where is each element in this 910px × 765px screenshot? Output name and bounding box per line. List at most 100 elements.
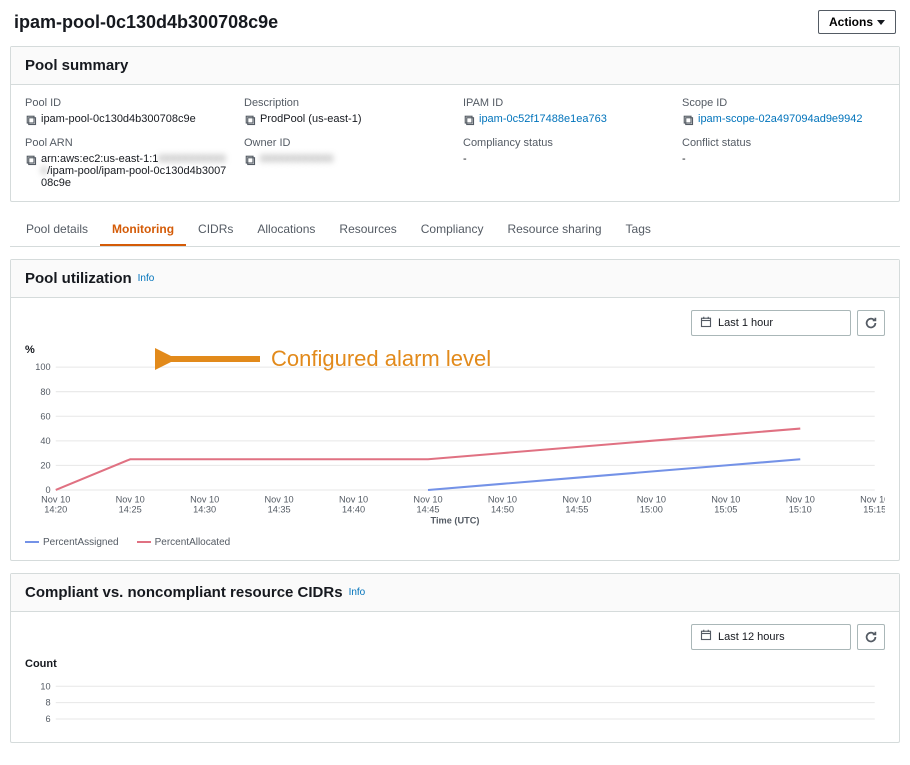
field-pool-arn: Pool ARN arn:aws:ec2:us-east-1:100000000… [25, 137, 228, 189]
svg-text:80: 80 [40, 387, 50, 397]
refresh-button[interactable] [857, 310, 885, 336]
svg-text:40: 40 [40, 436, 50, 446]
page-title: ipam-pool-0c130d4b300708c9e [14, 12, 278, 33]
time-range-select[interactable]: Last 1 hour [691, 310, 851, 336]
tab-resource-sharing[interactable]: Resource sharing [495, 214, 613, 246]
svg-text:Nov 10: Nov 10 [786, 494, 815, 504]
legend-swatch [25, 541, 39, 543]
svg-text:Nov 10: Nov 10 [711, 494, 740, 504]
tab-compliancy[interactable]: Compliancy [409, 214, 496, 246]
field-label: Scope ID [682, 97, 885, 109]
time-range-label: Last 12 hours [718, 631, 785, 643]
field-owner-id: Owner ID 000000000000 [244, 137, 447, 189]
svg-text:Nov 10: Nov 10 [637, 494, 666, 504]
svg-text:60: 60 [40, 411, 50, 421]
svg-text:20: 20 [40, 460, 50, 470]
field-label: Conflict status [682, 137, 885, 149]
svg-text:Time (UTC): Time (UTC) [431, 516, 480, 526]
copy-icon[interactable] [25, 113, 37, 129]
field-value-redacted: 000000000000 [260, 153, 333, 165]
field-pool-id: Pool ID ipam-pool-0c130d4b300708c9e [25, 97, 228, 129]
tab-tags[interactable]: Tags [614, 214, 663, 246]
field-label: Compliancy status [463, 137, 666, 149]
tab-pool-details[interactable]: Pool details [14, 214, 100, 246]
svg-text:Nov 10: Nov 10 [562, 494, 591, 504]
panel-title: Pool utilization [25, 270, 132, 287]
copy-icon[interactable] [244, 113, 256, 129]
time-range-label: Last 1 hour [718, 317, 773, 329]
svg-text:14:50: 14:50 [491, 504, 514, 514]
svg-text:15:05: 15:05 [714, 504, 737, 514]
field-scope-id: Scope ID ipam-scope-02a497094ad9e9942 [682, 97, 885, 129]
copy-icon[interactable] [25, 153, 37, 169]
svg-text:15:10: 15:10 [789, 504, 812, 514]
calendar-icon [700, 316, 712, 331]
svg-text:15:15: 15:15 [863, 504, 885, 514]
svg-text:Nov 10: Nov 10 [265, 494, 294, 504]
field-value: arn:aws:ec2:us-east-1:1000000000000/ipam… [41, 153, 228, 189]
field-description: Description ProdPool (us-east-1) [244, 97, 447, 129]
svg-text:10: 10 [40, 681, 50, 691]
svg-text:6: 6 [45, 714, 50, 724]
field-label: IPAM ID [463, 97, 666, 109]
refresh-button[interactable] [857, 624, 885, 650]
svg-text:Nov 10: Nov 10 [190, 494, 219, 504]
svg-text:Nov 10: Nov 10 [860, 494, 885, 504]
time-range-select[interactable]: Last 12 hours [691, 624, 851, 650]
svg-text:100: 100 [35, 362, 50, 372]
field-value: - [682, 153, 686, 165]
tab-cidrs[interactable]: CIDRs [186, 214, 245, 246]
copy-icon[interactable] [463, 113, 475, 129]
svg-text:Nov 10: Nov 10 [116, 494, 145, 504]
copy-icon[interactable] [244, 153, 256, 169]
field-label: Owner ID [244, 137, 447, 149]
actions-label: Actions [829, 15, 873, 29]
panel-title: Compliant vs. noncompliant resource CIDR… [25, 584, 343, 601]
tab-allocations[interactable]: Allocations [245, 214, 327, 246]
field-value: ipam-pool-0c130d4b300708c9e [41, 113, 196, 125]
copy-icon[interactable] [682, 113, 694, 129]
compliant-panel: Compliant vs. noncompliant resource CIDR… [10, 573, 900, 743]
tab-resources[interactable]: Resources [327, 214, 408, 246]
field-value: - [463, 153, 467, 165]
chevron-down-icon [877, 20, 885, 25]
calendar-icon [700, 629, 712, 644]
tab-monitoring[interactable]: Monitoring [100, 214, 186, 246]
svg-text:14:40: 14:40 [342, 504, 365, 514]
field-conflict-status: Conflict status - [682, 137, 885, 189]
svg-text:Nov 10: Nov 10 [413, 494, 442, 504]
ipam-id-link[interactable]: ipam-0c52f17488e1ea763 [479, 113, 607, 125]
svg-text:8: 8 [45, 697, 50, 707]
field-label: Pool ARN [25, 137, 228, 149]
pool-summary-header: Pool summary [11, 47, 899, 85]
actions-button[interactable]: Actions [818, 10, 896, 34]
legend-swatch [137, 541, 151, 543]
legend-label: PercentAllocated [155, 537, 231, 548]
field-label: Pool ID [25, 97, 228, 109]
svg-text:14:20: 14:20 [44, 504, 67, 514]
legend-item: PercentAllocated [137, 537, 231, 548]
field-compliancy-status: Compliancy status - [463, 137, 666, 189]
svg-text:14:45: 14:45 [416, 504, 439, 514]
field-ipam-id: IPAM ID ipam-0c52f17488e1ea763 [463, 97, 666, 129]
y-axis-label: % [25, 344, 885, 356]
svg-text:14:25: 14:25 [119, 504, 142, 514]
info-link[interactable]: Info [138, 273, 155, 284]
chart-legend: PercentAssigned PercentAllocated [25, 537, 885, 548]
field-value: ProdPool (us-east-1) [260, 113, 362, 125]
y-axis-label: Count [25, 658, 885, 670]
pool-summary-panel: Pool summary Pool ID ipam-pool-0c130d4b3… [10, 46, 900, 202]
refresh-icon [864, 316, 878, 330]
legend-item: PercentAssigned [25, 537, 119, 548]
pool-utilization-panel: Pool utilization Info Last 1 hour % 0204… [10, 259, 900, 561]
svg-text:14:30: 14:30 [193, 504, 216, 514]
svg-text:Nov 10: Nov 10 [41, 494, 70, 504]
svg-text:14:55: 14:55 [565, 504, 588, 514]
scope-id-link[interactable]: ipam-scope-02a497094ad9e9942 [698, 113, 863, 125]
tabs: Pool detailsMonitoringCIDRsAllocationsRe… [10, 214, 900, 247]
info-link[interactable]: Info [349, 587, 366, 598]
legend-label: PercentAssigned [43, 537, 119, 548]
svg-text:Nov 10: Nov 10 [488, 494, 517, 504]
svg-text:14:35: 14:35 [268, 504, 291, 514]
svg-text:15:00: 15:00 [640, 504, 663, 514]
